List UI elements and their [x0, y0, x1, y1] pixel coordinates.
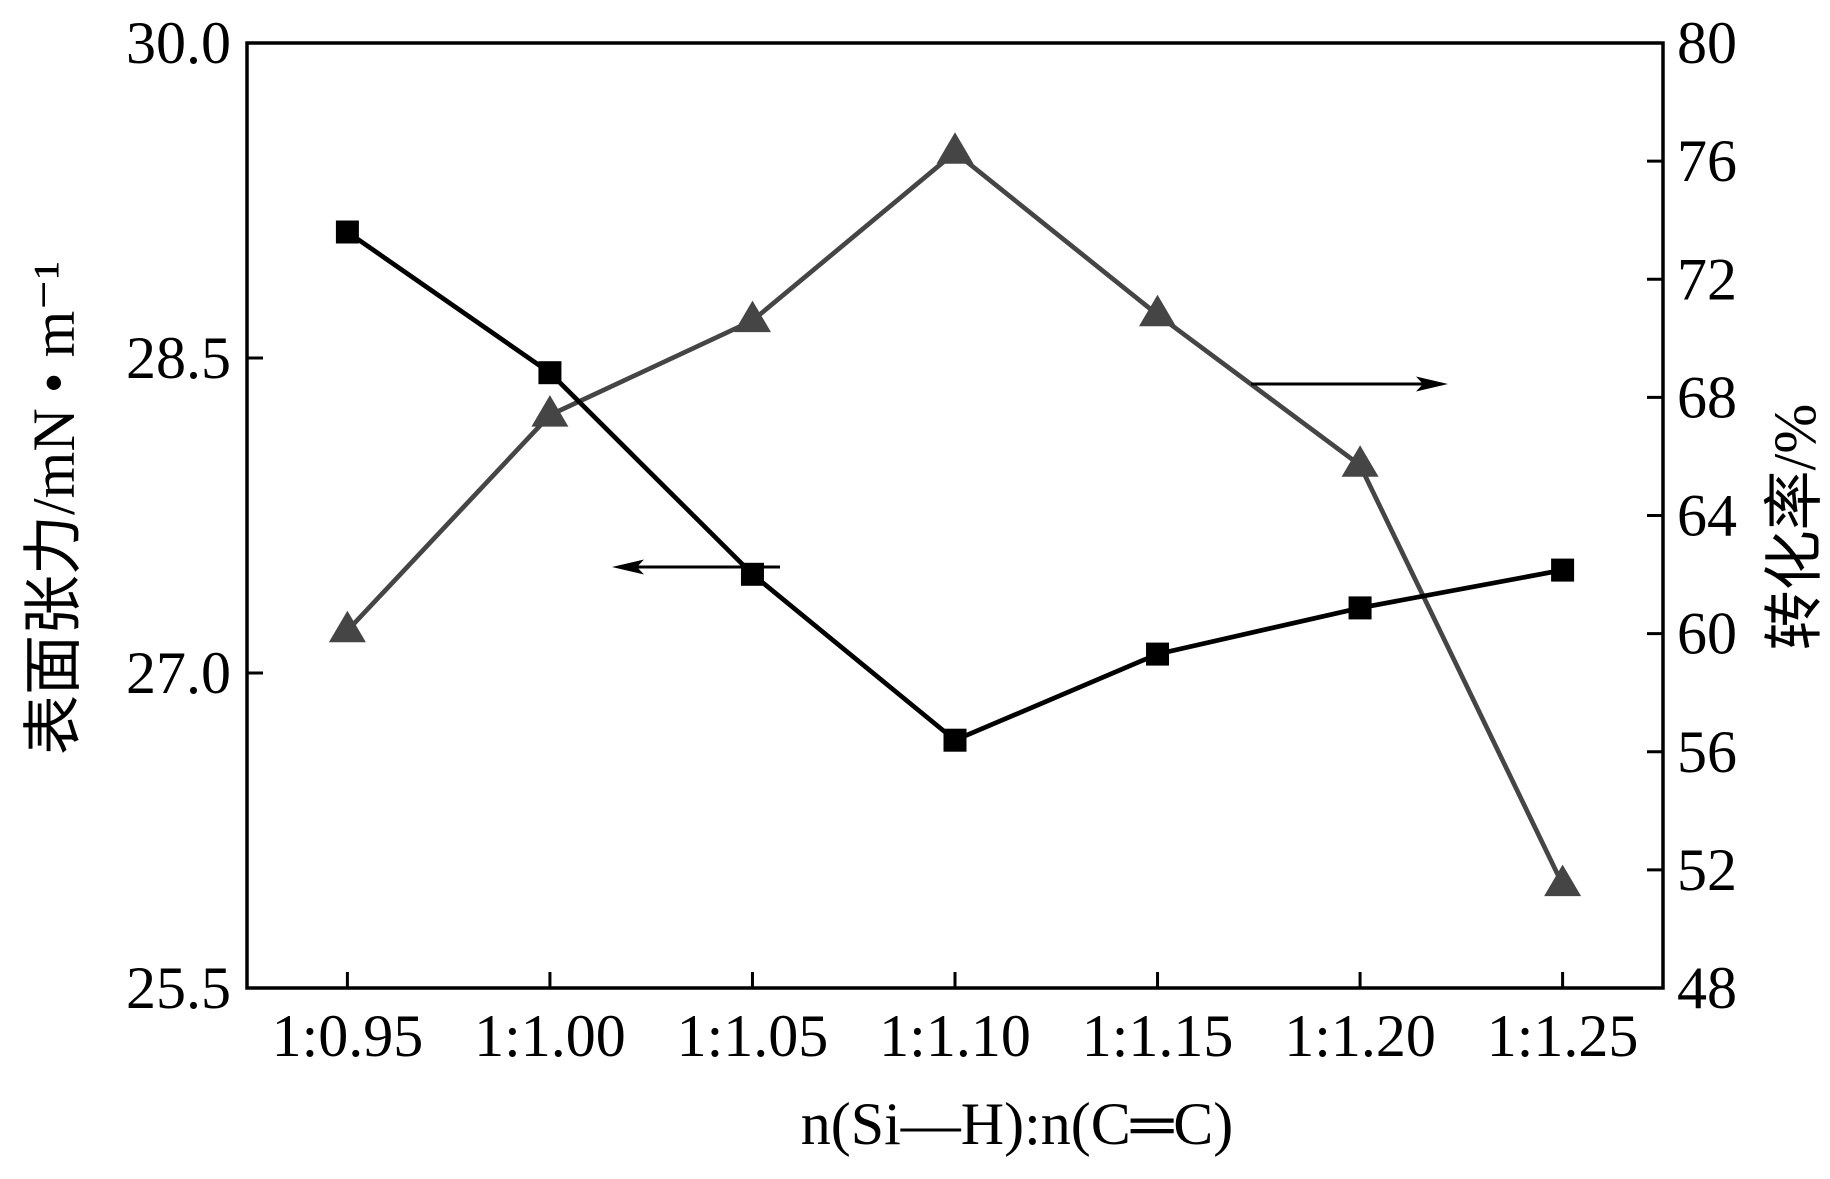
right-pointing-arrow: [1251, 376, 1448, 392]
right-tick-label: 52: [1677, 837, 1737, 903]
series-0-line: [346, 230, 1564, 743]
series-1-triangle-point-0: [328, 610, 366, 643]
left-tick-label: 27.0: [126, 640, 231, 706]
series-1-triangle-point-6: [1544, 864, 1582, 897]
right-tick-label: 80: [1677, 10, 1737, 76]
series-0-square-point-2: [740, 562, 764, 586]
series-0-square-point-5: [1348, 596, 1372, 620]
x-tick-label: 1:1.05: [677, 1003, 829, 1069]
right-tick-label: 72: [1677, 246, 1737, 312]
x-tick-label: 1:0.95: [272, 1003, 424, 1069]
right-tick-label: 60: [1677, 601, 1737, 667]
series-0-square-point-3: [943, 728, 967, 752]
series-0-square-point-1: [538, 361, 562, 385]
x-axis-label: n(Si—H):n(C═C): [801, 1091, 1234, 1157]
right-tick-label: 56: [1677, 719, 1737, 785]
right-axis-label: 转化率/%: [1762, 404, 1828, 651]
x-tick-label: 1:1.25: [1487, 1003, 1639, 1069]
series-0-square-point-6: [1551, 558, 1575, 582]
right-tick-label: 68: [1677, 364, 1737, 430]
x-tick-label: 1:1.15: [1082, 1003, 1234, 1069]
series-1-line: [345, 149, 1565, 886]
series-1-triangle-point-3: [936, 132, 974, 164]
tick-layer: 25.5 27.0 28.5 30.0 48 52 56 60 64 68 72 76 80 1:0.95…: [126, 10, 1737, 1069]
x-tick-label: 1:1.20: [1284, 1003, 1436, 1069]
series-0-square-point-0: [335, 220, 359, 244]
x-tick-label: 1:1.10: [879, 1003, 1031, 1069]
series-1-triangle-point-5: [1341, 445, 1379, 477]
right-tick-label: 76: [1677, 128, 1737, 194]
plot-frame: [245, 41, 1665, 990]
x-tick-label: 1:1.00: [474, 1003, 626, 1069]
series-0-square-point-4: [1146, 642, 1170, 666]
series-1-triangle-point-4: [1139, 294, 1176, 327]
series-1-triangle-point-2: [734, 300, 771, 333]
left-tick-label: 28.5: [126, 325, 231, 391]
left-axis-label: 表面张力/mN • m⁻¹: [21, 261, 87, 755]
left-pointing-arrow: [612, 559, 780, 575]
right-tick-label: 64: [1677, 483, 1737, 549]
right-tick-label: 48: [1677, 955, 1737, 1021]
series-1-triangle-point-1: [531, 395, 569, 427]
left-tick-label: 25.5: [126, 955, 231, 1021]
series-layer: [328, 132, 1582, 897]
left-tick-label: 30.0: [126, 10, 231, 76]
